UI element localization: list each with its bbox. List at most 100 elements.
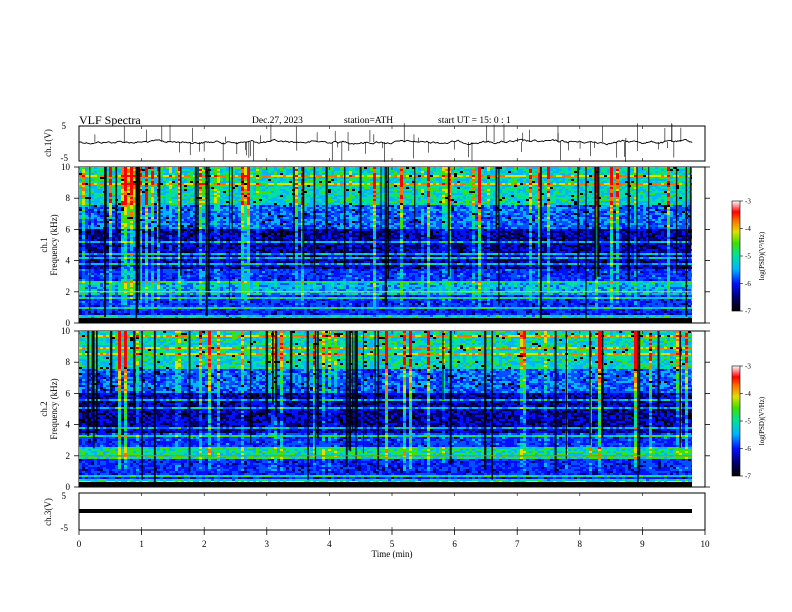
spectrogram-cell	[232, 183, 236, 186]
spectrogram-cell	[211, 181, 215, 184]
spectrogram-cell	[634, 211, 638, 214]
spectrogram-cell	[391, 175, 395, 178]
spectrogram-cell	[397, 177, 401, 180]
spectrogram-cell	[466, 189, 470, 192]
spectrogram-cell	[661, 173, 665, 176]
spectrogram-cell	[490, 199, 494, 202]
spectrogram-cell	[562, 177, 566, 180]
spectrogram-cell	[139, 191, 143, 194]
spectrogram-cell	[172, 201, 176, 204]
spectrogram-cell	[412, 171, 416, 174]
spectrogram-cell	[202, 169, 206, 172]
spectrogram-cell	[235, 195, 239, 198]
spectrogram-cell	[340, 209, 344, 212]
spectrogram-cell	[226, 207, 230, 210]
spectrogram-cell	[508, 185, 512, 188]
spectrogram-cell	[538, 181, 542, 184]
spectrogram-cell	[226, 183, 230, 186]
spectrogram-cell	[631, 187, 635, 190]
spectrogram-cell	[100, 195, 104, 198]
spectrogram-cell	[691, 197, 692, 200]
spectrogram-cell	[679, 213, 683, 216]
spectrogram-cell	[598, 209, 602, 212]
spectrogram-cell	[562, 209, 566, 212]
spectrogram-cell	[319, 171, 323, 174]
spectrogram-cell	[277, 203, 281, 206]
spectrogram-cell	[289, 173, 293, 176]
spectrogram-cell	[517, 193, 521, 196]
spectrogram-cell	[394, 205, 398, 208]
spectrogram-cell	[94, 191, 98, 194]
spectrogram-cell	[241, 203, 245, 206]
spectrogram-cell	[256, 203, 260, 206]
spectrogram-cell	[100, 167, 104, 170]
spectrogram-cell	[262, 187, 266, 190]
spectrogram-cell	[100, 185, 104, 188]
spectrogram-cell	[424, 177, 428, 180]
spectrogram-cell	[286, 167, 290, 170]
spectrogram-cell	[550, 171, 554, 174]
spectrogram-cell	[454, 183, 458, 186]
spectrogram-cell	[349, 173, 353, 176]
spectrogram-cell	[397, 191, 401, 194]
spectrogram-cell	[652, 213, 656, 216]
spectrogram-cell	[469, 179, 473, 182]
spectrogram-cell	[676, 213, 680, 216]
spectrogram-cell	[559, 203, 563, 206]
spectrogram-cell	[163, 181, 167, 184]
spectrogram-cell	[556, 183, 560, 186]
spectrogram-cell	[562, 207, 566, 210]
spectrogram-cell	[556, 213, 560, 216]
spectrogram-cell	[394, 199, 398, 202]
spectrogram-cell	[565, 179, 569, 182]
spectrogram-cell	[349, 211, 353, 214]
spectrogram-cell	[682, 183, 686, 186]
spectrogram-cell	[445, 187, 449, 190]
spectrogram-cell	[622, 175, 626, 178]
spectrogram-cell	[85, 189, 89, 192]
spectrogram-cell	[91, 185, 95, 188]
spectrogram-cell	[256, 175, 260, 178]
spectrogram-cell	[172, 203, 176, 206]
spectrogram-cell	[361, 197, 365, 200]
spectrogram-cell	[652, 209, 656, 212]
spectrogram-cell	[397, 169, 401, 172]
spectrogram-cell	[640, 169, 644, 172]
spectrogram-cell	[226, 179, 230, 182]
spectrogram-cell	[97, 209, 101, 212]
spectrogram-cell	[190, 167, 194, 170]
spectrogram-cell	[610, 201, 614, 204]
spectrogram-cell	[241, 181, 245, 184]
spectrogram-cell	[655, 181, 659, 184]
spectrogram-cell	[127, 203, 131, 206]
spectrogram-cell	[109, 197, 113, 200]
spectrogram-cell	[250, 173, 254, 176]
spectrogram-cell	[181, 175, 185, 178]
spectrogram-cell	[322, 171, 326, 174]
spectrogram-cell	[574, 209, 578, 212]
spectrogram-cell	[592, 201, 596, 204]
spectrogram-cell	[409, 213, 413, 216]
spectrogram-cell	[217, 171, 221, 174]
spectrogram-cell	[316, 201, 320, 204]
spectrogram-cell	[355, 195, 359, 198]
spectrogram-cell	[112, 203, 116, 206]
spectrogram-cell	[568, 199, 572, 202]
spectrogram-cell	[487, 199, 491, 202]
spectrogram-cell	[229, 193, 233, 196]
spectrogram-cell	[352, 183, 356, 186]
spectrogram-cell	[604, 209, 608, 212]
spectrogram-cell	[571, 193, 575, 196]
spectrogram-cell	[262, 191, 266, 194]
spectrogram-cell	[637, 187, 641, 190]
spectrogram-cell	[541, 185, 545, 188]
spectrogram-cell	[475, 207, 479, 210]
spectrogram-cell	[679, 197, 683, 200]
spectrogram-cell	[469, 201, 473, 204]
spectrogram-cell	[664, 193, 668, 196]
spectrogram-cell	[232, 201, 236, 204]
spectrogram-cell	[304, 177, 308, 180]
spectrogram-cell	[634, 177, 638, 180]
spectrogram-cell	[490, 185, 494, 188]
spectrogram-cell	[613, 199, 617, 202]
